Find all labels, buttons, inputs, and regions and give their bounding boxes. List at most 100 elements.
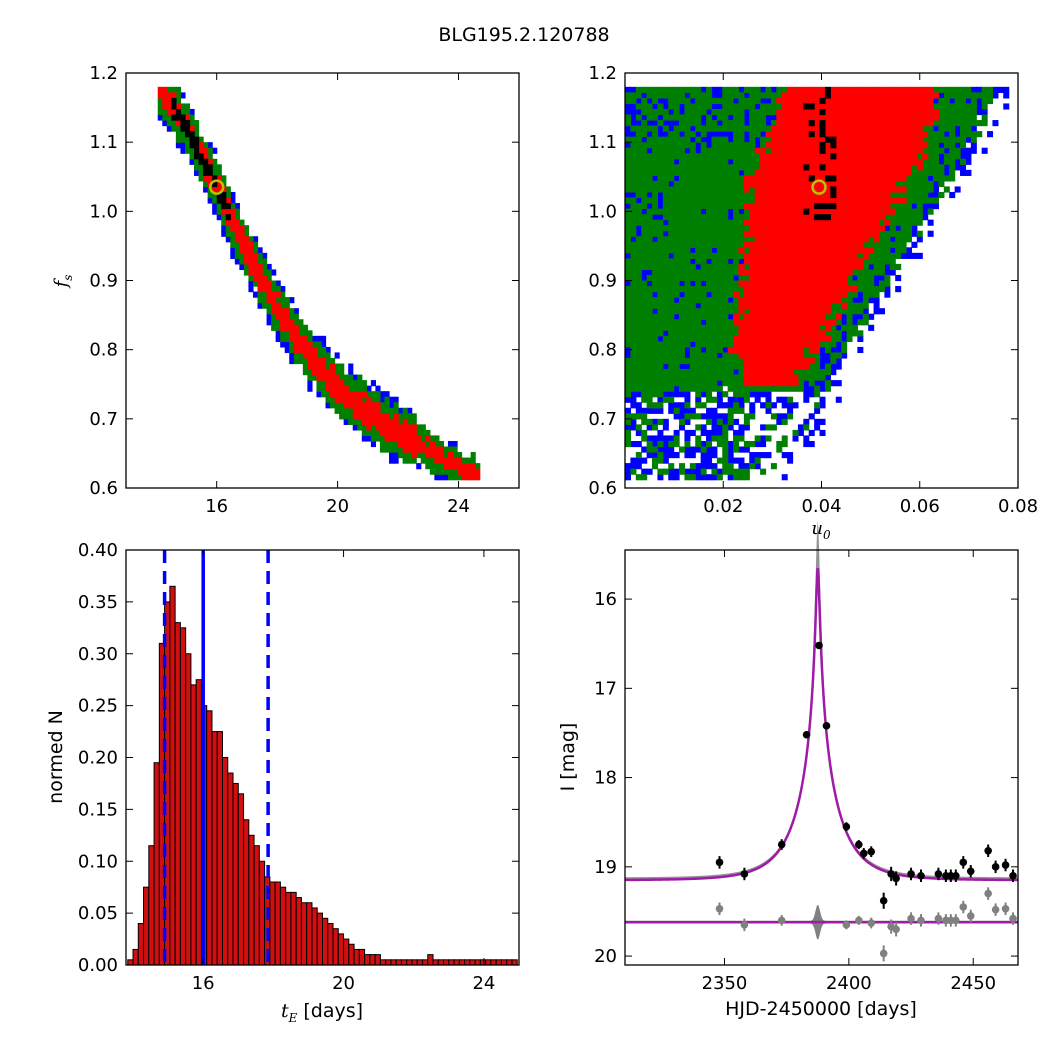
u0-fs-sigma3-cell (646, 385, 653, 392)
u0-fs-sigma3-cell (679, 418, 686, 425)
u0-fs-sigma2-cell (770, 180, 777, 188)
tE-fs-sigma2-cell (411, 440, 417, 448)
u0-fs-sigma2-cell (792, 341, 799, 348)
u0-fs-sigma3-cell (706, 86, 713, 93)
u0-fs-sigma3-cell (706, 297, 713, 304)
u0-fs-sigma2-cell (824, 241, 831, 248)
u0-fs-sigma3-cell (905, 197, 912, 204)
u0-fs-sigma3-cell (657, 369, 664, 376)
u0-fs-sigma3-cell (716, 319, 723, 326)
u0-fs-sigma2-cell (835, 280, 842, 287)
u0-fs-sigma4-cell (970, 147, 977, 154)
tE-fs-sigma4-cell (320, 335, 327, 342)
tE-fs-sigma2-cell (352, 407, 358, 414)
u0-fs-sigma3-cell (711, 120, 718, 127)
u0-fs-sigma2-cell (873, 125, 880, 132)
histogram-bar (285, 891, 292, 966)
tE-fs-sigma2-cell (348, 402, 354, 409)
u0-fs-sigma3-cell (727, 335, 734, 342)
u0-fs-sigma2-cell (835, 236, 842, 243)
u0-fs-sigma2-cell (808, 158, 815, 165)
u0-fs-sigma2-cell (760, 308, 767, 315)
u0-fs-sigma2-cell (781, 352, 788, 359)
u0-fs-sigma2-cell (808, 92, 815, 99)
tE-fs-sigma1-cell (225, 203, 231, 210)
u0-fs-sigma2-cell (776, 346, 783, 354)
u0-fs-sigma2-cell (776, 247, 783, 254)
u0-fs-sigma3-cell (743, 86, 750, 93)
u0-fs-sigma3-cell (711, 136, 718, 143)
tE-fs-sigma3-cell (357, 424, 363, 431)
u0-fs-sigma2-cell (895, 108, 902, 116)
u0-fs-sigma3-cell (635, 180, 642, 188)
u0-fs-sigma2-cell (884, 103, 891, 110)
tE-fs-sigma3-cell (216, 203, 222, 210)
u0-fs-sigma2-cell (857, 180, 864, 188)
u0-fs-sigma4-cell (743, 463, 750, 470)
tE-fs-sigma2-cell (375, 413, 381, 420)
tE-fs-sigma3-cell (470, 452, 476, 459)
u0-fs-sigma2-cell (824, 125, 831, 132)
u0-fs-sigma2-cell (862, 125, 869, 132)
u0-fs-sigma3-cell (673, 319, 680, 326)
u0-fs-sigma3-cell (722, 125, 729, 132)
u0-fs-sigma3-cell (727, 180, 734, 188)
u0-fs-sigma2-cell (743, 291, 750, 298)
u0-fs-sigma4-cell (841, 313, 848, 320)
u0-fs-sigma3-cell (652, 191, 659, 199)
u0-fs-sigma3-cell (646, 352, 653, 359)
u0-fs-sigma3-cell (652, 97, 659, 105)
tE-fs-sigma2-cell (284, 308, 290, 315)
u0-fs-sigma3-cell (868, 274, 875, 282)
tE-fs-sigma4-cell (434, 474, 440, 481)
u0-fs-sigma2-cell (862, 197, 869, 204)
u0-fs-sigma2-cell (792, 252, 799, 259)
u0-fs-sigma4-cell (652, 175, 659, 182)
u0-fs-sigma2-cell (749, 214, 756, 221)
u0-fs-sigma4-cell (760, 402, 767, 409)
u0-fs-sigma2-cell (776, 280, 783, 287)
u0-fs-sigma2-cell (787, 297, 794, 304)
u0-fs-sigma3-cell (646, 391, 653, 398)
histogram-bar (364, 954, 371, 966)
u0-fs-sigma4-cell (700, 114, 707, 121)
u0-fs-sigma3-cell (689, 153, 696, 160)
u0-fs-sigma2-cell (792, 330, 799, 337)
tE-fs-sigma2-cell (252, 252, 259, 259)
u0-fs-sigma3-cell (706, 385, 713, 392)
tE-fs-sigma2-cell (230, 208, 236, 215)
u0-fs-sigma3-cell (738, 286, 745, 293)
tE-fs-sigma2-cell (470, 468, 476, 475)
u0-fs-sigma2-cell (770, 263, 777, 271)
tE-fs-sigma4-cell (275, 335, 281, 342)
u0-fs-sigma3-cell (733, 236, 740, 243)
u0-fs-sigma4-cell (668, 120, 675, 127)
u0-fs-sigma3-cell (646, 308, 653, 315)
u0-fs-sigma2-cell (878, 120, 885, 127)
tE-fs-sigma1-cell (184, 125, 191, 132)
u0-fs-sigma4-cell (668, 452, 675, 459)
tE-fs-sigma2-cell (166, 92, 172, 99)
u0-fs-sigma2-cell (889, 180, 896, 188)
u0-fs-sigma3-cell (824, 341, 831, 348)
tE-fs-sigma4-cell (325, 346, 331, 354)
tE-fs-sigma2-cell (262, 280, 268, 287)
u0-fs-sigma2-cell (743, 313, 750, 320)
u0-fs-sigma1-cell (830, 175, 837, 182)
tE-fs-sigma4-cell (266, 263, 272, 271)
u0-fs-sigma4-cell (927, 191, 934, 199)
u0-fs-sigma2-cell (824, 97, 831, 105)
u0-fs-sigma2-cell (797, 219, 804, 226)
u0-fs-sigma4-cell (803, 396, 810, 403)
u0-fs-sigma3-cell (965, 125, 972, 132)
u0-fs-sigma1-cell (830, 153, 837, 160)
u0-fs-sigma2-cell (787, 269, 794, 276)
u0-fs-sigma2-cell (824, 120, 831, 127)
u0-fs-sigma3-cell (868, 280, 875, 287)
u0-fs-sigma3-cell (630, 297, 637, 304)
u0-fs-sigma3-cell (668, 114, 675, 121)
u0-fs-sigma4-cell (814, 407, 821, 414)
u0-fs-sigma3-cell (733, 263, 740, 271)
u0-fs-sigma2-cell (819, 258, 826, 265)
tE-fs-sigma2-cell (366, 424, 372, 431)
